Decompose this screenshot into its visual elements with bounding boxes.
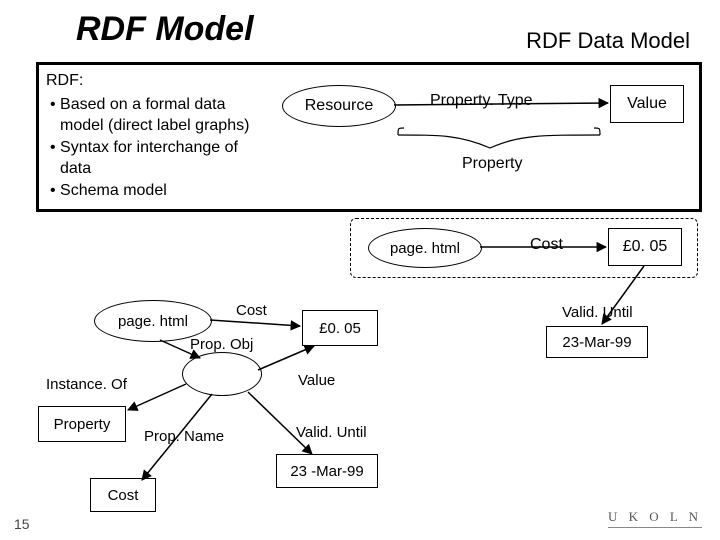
graph-value-label: Value [298, 372, 335, 389]
bullet-2: • Syntax for interchange of data [46, 137, 266, 180]
slide-number: 15 [14, 516, 30, 532]
value-box: Value [610, 85, 684, 123]
graph-price-box: £0. 05 [302, 310, 378, 346]
bullet-heading: RDF: [46, 70, 266, 92]
bullet-3: • Schema model [46, 180, 266, 202]
graph-propobj-label: Prop. Obj [190, 336, 253, 353]
graph-propname-label: Prop. Name [144, 428, 224, 445]
example-cost-label: Cost [530, 236, 563, 254]
resource-oval: Resource [282, 85, 396, 127]
graph-validuntil-date2-box: 23 -Mar-99 [276, 454, 378, 488]
property-brace-label: Property [462, 155, 522, 173]
graph-cost-edge-label: Cost [236, 302, 267, 319]
graph-validuntil-date1-box: 23-Mar-99 [546, 326, 648, 358]
property-type-label: Property. Type [430, 92, 533, 110]
graph-property-box: Property [38, 406, 126, 442]
logo-text: U K O L N [608, 509, 702, 525]
example-price-box: £0. 05 [608, 228, 682, 266]
slide-title: RDF Model [76, 10, 254, 49]
header-right: RDF Data Model [526, 28, 690, 54]
bullet-1: • Based on a formal data model (direct l… [46, 94, 266, 137]
graph-anon-oval [182, 352, 262, 396]
example-page-oval: page. html [368, 228, 482, 268]
bullet-block: RDF: • Based on a formal data model (dir… [46, 70, 266, 202]
graph-validuntil-edge1: Valid. Until [562, 304, 633, 321]
graph-instanceof-label: Instance. Of [46, 376, 127, 393]
graph-validuntil-edge2: Valid. Until [296, 424, 367, 441]
logo: U K O L N [608, 509, 702, 528]
graph-cost-box: Cost [90, 478, 156, 512]
